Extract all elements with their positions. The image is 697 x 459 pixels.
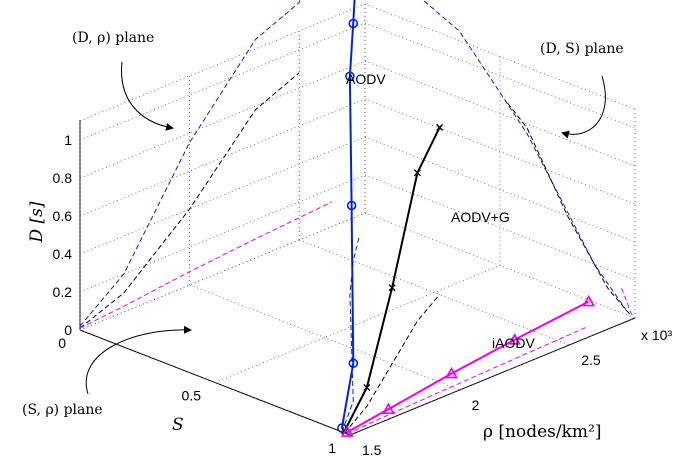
grid-line-side-d-1 xyxy=(364,174,636,281)
grid-line-back-d-3 xyxy=(79,98,366,217)
grid-line-back-d-6 xyxy=(79,3,366,122)
grid-line-back-d-1 xyxy=(79,174,366,293)
z-tick-label: 0.6 xyxy=(53,208,73,224)
data-point-marker xyxy=(348,358,359,369)
rho-axis-label: ρ [nodes/km²] xyxy=(483,422,601,442)
projection-d-s-aodvg xyxy=(505,100,630,315)
data-point-marker xyxy=(345,71,355,82)
data-point-marker xyxy=(340,425,354,437)
projection-s-rho-iaodv xyxy=(347,325,589,435)
projection-d-rho-aodv xyxy=(79,0,301,327)
grid-line-side-d-3 xyxy=(364,98,636,205)
projection-d-rho-iaodv xyxy=(79,201,333,329)
series-label-aodvg: AODV+G xyxy=(451,209,510,225)
grid-line-floor-s-0 xyxy=(79,212,366,331)
projection-d-s-iaodv xyxy=(621,287,633,316)
projection-curves xyxy=(79,0,633,435)
rho-tick-label: 2.5 xyxy=(581,352,601,368)
data-point-marker xyxy=(388,284,396,292)
projection-s-rho-aodvg xyxy=(344,294,440,434)
grid-line-floor-s-1 xyxy=(214,265,501,383)
series-lines xyxy=(337,0,595,437)
grid-line-floor-rho-0 xyxy=(79,329,351,436)
annotation-arrow-d-s xyxy=(561,75,606,139)
grid-line-back-d-4 xyxy=(79,60,366,179)
grid-line-floor-rho-1 xyxy=(189,284,460,391)
z-tick-label: 0 xyxy=(64,322,72,338)
series-label-iaodv: iAODV xyxy=(492,335,535,351)
data-point-marker xyxy=(413,169,421,177)
z-tick-label: 0.2 xyxy=(53,284,73,300)
series-line-aodv xyxy=(340,0,356,429)
s-tick-label: 1 xyxy=(328,440,336,456)
grid-lines xyxy=(79,3,636,436)
data-point-marker xyxy=(582,294,595,307)
rho-tick-label: 2 xyxy=(472,397,480,413)
data-point-marker xyxy=(508,333,521,345)
annotation-arrow-s-rho xyxy=(85,325,192,395)
s-tick-label: 0.5 xyxy=(182,388,202,404)
z-axis-label: D [s] xyxy=(27,201,47,243)
projection-d-s-aodv xyxy=(422,0,628,312)
grid-line-back-d-0 xyxy=(79,212,366,331)
grid-line-back-d-2 xyxy=(79,136,366,255)
z-tick-label: 1 xyxy=(64,132,72,148)
z-tick-label: 0.4 xyxy=(53,246,73,262)
plane-label-d-rho: (D, ρ) plane xyxy=(72,30,154,46)
annotation-arrow-d-rho xyxy=(121,61,174,131)
series-label-aodv: AODV xyxy=(346,71,386,87)
rho-tick-label: 1.5 xyxy=(362,442,382,458)
rho-multiplier-label: x 10³ xyxy=(641,327,672,343)
s-tick-label: 0 xyxy=(58,335,66,351)
data-point-marker xyxy=(363,384,371,391)
data-point-marker xyxy=(436,123,444,131)
series-line-aodvg xyxy=(343,126,441,432)
plane-label-s-rho: (S, ρ) plane xyxy=(22,402,103,418)
axis-frame xyxy=(79,120,636,436)
plane-label-d-s: (D, S) plane xyxy=(540,41,624,57)
z-tick-label: 0.8 xyxy=(53,170,73,186)
data-point-marker xyxy=(346,200,357,211)
grid-line-floor-rho-2 xyxy=(299,239,570,346)
grid-line-back-d-5 xyxy=(79,22,366,141)
grid-line-side-d-6 xyxy=(364,3,636,110)
s-axis-label: S xyxy=(172,415,184,435)
grid-line-side-d-5 xyxy=(364,22,636,129)
grid-line-floor-s-2 xyxy=(349,317,636,436)
projection-s-rho-aodv xyxy=(341,236,360,433)
data-point-marker xyxy=(348,18,359,29)
series-line-iaodv xyxy=(346,300,590,433)
tick-labels: 0 0.2 0.4 0.6 0.8 1 0 0.5 1 1.5 2 2.5 xyxy=(53,132,601,458)
projection-d-rho-aodvg xyxy=(79,72,300,329)
data-point-marker xyxy=(445,366,458,379)
data-point-marker xyxy=(382,402,395,414)
